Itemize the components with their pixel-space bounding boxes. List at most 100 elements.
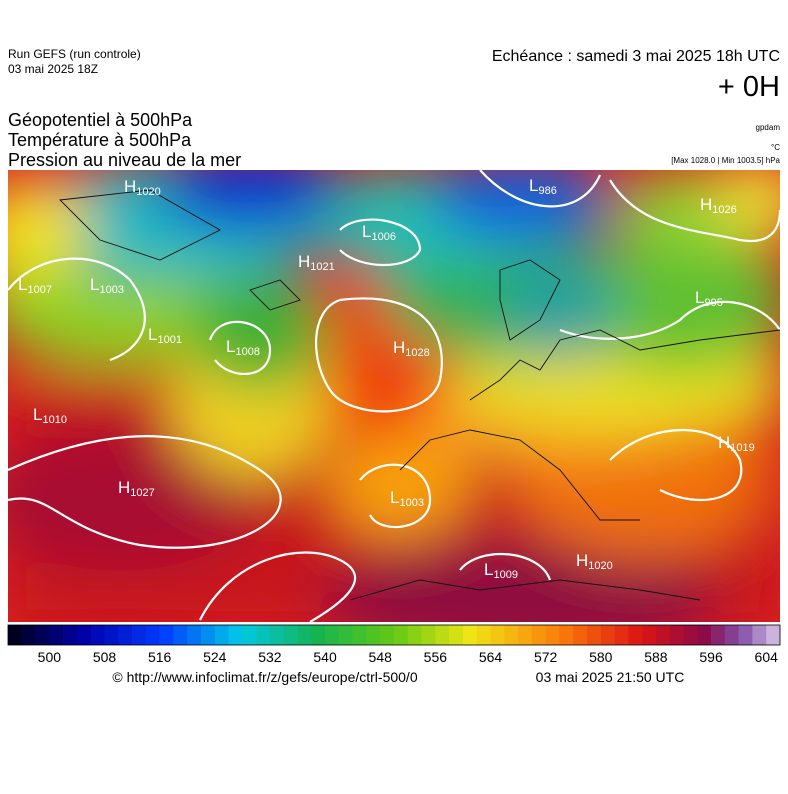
colorbar-swatch xyxy=(118,625,133,645)
colorbar-frame xyxy=(7,624,781,646)
colorbar-swatch xyxy=(531,625,546,645)
pressure-center: L1010 xyxy=(33,405,67,426)
colorbar-swatch xyxy=(504,625,519,645)
pressure-center: H1027 xyxy=(118,478,155,499)
colorbar-swatch xyxy=(435,625,450,645)
center-letter: H xyxy=(124,177,136,196)
colorbar-label: 604 xyxy=(755,649,779,665)
title-temperature: Température à 500hPa xyxy=(8,130,192,150)
colorbar-swatch xyxy=(214,625,229,645)
colorbar-swatch xyxy=(545,625,560,645)
colorbar-swatch xyxy=(269,625,285,645)
colorbar-swatch xyxy=(711,625,726,645)
colorbar-swatch xyxy=(614,625,629,645)
source: © http://www.infoclimat.fr/z/gefs/europe… xyxy=(112,669,417,685)
center-letter: H xyxy=(118,478,130,497)
pressure-center: L995 xyxy=(695,288,723,309)
colorbar-swatch xyxy=(21,625,36,645)
center-letter: H xyxy=(393,338,405,357)
center-letter: L xyxy=(695,288,704,307)
center-value: 1028 xyxy=(405,347,429,359)
echeance: Echéance : samedi 3 mai 2025 18h UTC xyxy=(492,48,780,65)
center-letter: L xyxy=(390,488,399,507)
center-letter: L xyxy=(148,325,157,344)
unit-celsius: °C xyxy=(771,143,780,152)
center-letter: L xyxy=(529,176,538,195)
colorbar-label: 572 xyxy=(534,649,558,665)
pressure-center: H1020 xyxy=(576,551,613,572)
colorbar-label: 500 xyxy=(38,649,62,665)
colorbar-swatch xyxy=(352,625,367,645)
pressure-center: L1006 xyxy=(362,222,396,243)
colorbar-label: 564 xyxy=(479,649,503,665)
center-value: 1026 xyxy=(712,204,736,216)
center-letter: L xyxy=(226,337,235,356)
colorbar-label: 524 xyxy=(203,649,227,665)
center-value: 1010 xyxy=(42,414,66,426)
colorbar-swatch xyxy=(421,625,436,645)
pressure-center: L1003 xyxy=(90,275,124,296)
colorbar-swatch xyxy=(642,625,657,645)
colorbar-swatch xyxy=(311,625,326,645)
run-date: 03 mai 2025 18Z xyxy=(8,62,98,76)
colorbar-swatch xyxy=(76,625,92,645)
pressure-center: L986 xyxy=(529,176,557,197)
pressure-center: H1026 xyxy=(700,195,737,216)
center-value: 1019 xyxy=(730,442,754,454)
colorbar-swatch xyxy=(35,625,50,645)
colorbar: 500 508 516 524 532 540 548 556 564 572 580 588 596 6… xyxy=(7,624,781,665)
colorbar-swatch xyxy=(366,625,381,645)
center-letter: H xyxy=(718,433,730,452)
colorbar-swatch xyxy=(325,625,340,645)
colorbar-label: 596 xyxy=(699,649,723,665)
center-letter: H xyxy=(576,551,588,570)
colorbar-swatch xyxy=(490,625,505,645)
title-geopotential: Géopotentiel à 500hPa xyxy=(8,110,193,130)
colorbar-swatch xyxy=(600,625,615,645)
colorbar-label: 556 xyxy=(424,649,448,665)
colorbar-swatch xyxy=(669,625,684,645)
colorbar-swatch xyxy=(297,625,312,645)
colorbar-swatch xyxy=(132,625,147,645)
colorbar-swatch xyxy=(159,625,174,645)
colorbar-swatch xyxy=(587,625,602,645)
center-value: 1008 xyxy=(235,346,259,358)
center-value: 1007 xyxy=(27,284,51,296)
center-letter: L xyxy=(484,560,493,579)
pressure-center: H1028 xyxy=(393,338,430,359)
center-value: 1001 xyxy=(157,334,181,346)
colorbar-label: 588 xyxy=(644,649,668,665)
pressure-center: L1009 xyxy=(484,560,518,581)
colorbar-swatch xyxy=(338,625,353,645)
colorbar-swatch xyxy=(228,625,243,645)
colorbar-swatch xyxy=(187,625,202,645)
colorbar-swatch xyxy=(628,625,643,645)
center-value: 1027 xyxy=(130,487,154,499)
colorbar-label: 540 xyxy=(313,649,337,665)
colorbar-label: 532 xyxy=(258,649,282,665)
colorbar-label: 548 xyxy=(369,649,393,665)
center-letter: L xyxy=(90,275,99,294)
center-value: 1003 xyxy=(99,284,123,296)
center-value: 1020 xyxy=(588,560,612,572)
center-value: 1009 xyxy=(493,569,517,581)
pressure-center: H1020 xyxy=(124,177,161,198)
colorbar-swatch xyxy=(173,625,188,645)
pressure-center: L1008 xyxy=(226,337,260,358)
colorbar-swatch xyxy=(724,625,739,645)
center-letter: H xyxy=(298,252,310,271)
colorbar-swatch xyxy=(683,625,698,645)
colorbar-swatch xyxy=(242,625,257,645)
pressure-center: L1007 xyxy=(18,275,52,296)
unit-pressure: [Max 1028.0 | Min 1003.5] hPa xyxy=(671,156,780,165)
colorbar-swatch xyxy=(49,625,64,645)
center-value: 1020 xyxy=(136,186,160,198)
colorbar-swatch xyxy=(380,625,395,645)
colorbar-swatch xyxy=(738,625,753,645)
pressure-center: H1019 xyxy=(718,433,755,454)
center-letter: L xyxy=(18,275,27,294)
colorbar-swatch xyxy=(63,625,78,645)
colorbar-swatch xyxy=(573,625,588,645)
colorbar-swatch xyxy=(145,625,160,645)
